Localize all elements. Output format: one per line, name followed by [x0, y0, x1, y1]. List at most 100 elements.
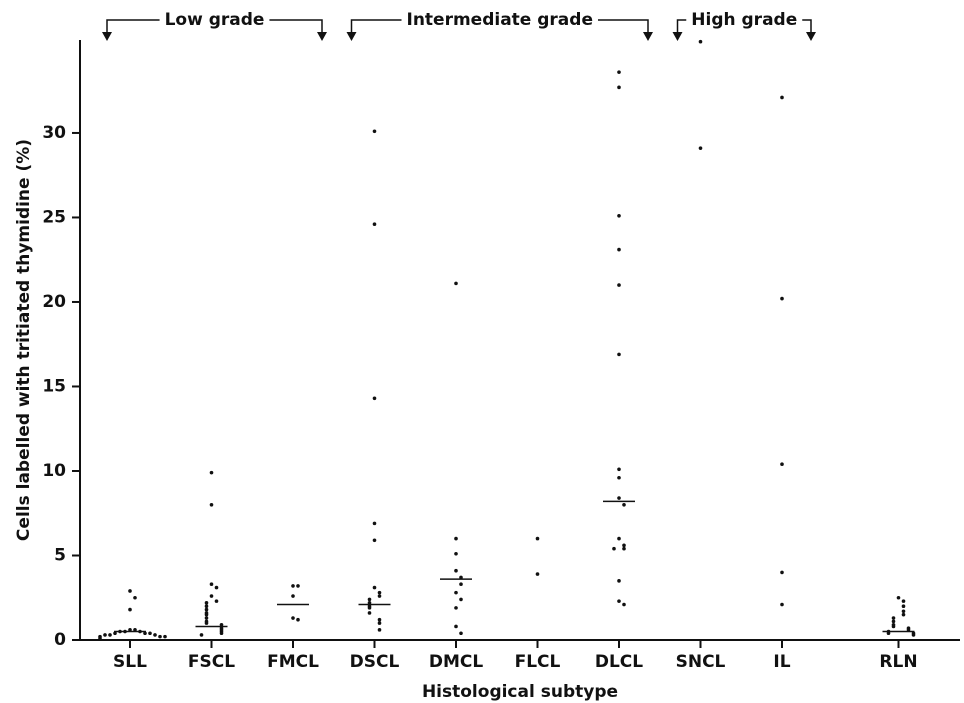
data-point: [209, 594, 214, 598]
bracket-arrow: [317, 32, 327, 41]
data-point: [113, 631, 117, 636]
data-point: [535, 572, 540, 576]
data-point: [128, 628, 132, 632]
data-point: [886, 631, 891, 636]
data-point: [617, 70, 621, 74]
data-point: [780, 296, 784, 301]
x-tick-label: DMCL: [429, 652, 484, 672]
data-point: [148, 631, 152, 636]
data-point: [780, 602, 784, 607]
data-point: [780, 462, 784, 467]
data-point: [454, 606, 458, 610]
data-point: [622, 602, 626, 607]
data-point: [296, 584, 300, 588]
x-tick-label: FLCL: [515, 652, 561, 672]
data-point: [891, 624, 896, 629]
data-point: [372, 396, 377, 401]
x-tick-label: SLL: [113, 652, 147, 672]
data-point: [459, 582, 463, 587]
bracket-arrow: [672, 32, 683, 41]
y-tick-label: 30: [42, 123, 66, 143]
data-point: [617, 213, 621, 218]
data-point: [372, 222, 377, 227]
data-point: [911, 633, 916, 637]
data-point: [372, 129, 377, 134]
data-point: [219, 622, 224, 627]
data-point: [367, 606, 372, 610]
x-tick-label: FSCL: [188, 652, 235, 672]
data-point: [612, 546, 616, 551]
y-tick-label: 5: [54, 545, 66, 565]
data-point: [372, 538, 377, 543]
data-point: [209, 582, 214, 587]
bracket-arrow: [102, 32, 112, 41]
data-point: [153, 633, 157, 637]
data-point: [367, 601, 372, 605]
y-tick-label: 15: [42, 376, 66, 396]
data-point: [377, 621, 382, 625]
bracket-arrow: [643, 32, 653, 41]
data-point: [459, 597, 463, 602]
data-point: [617, 467, 621, 472]
data-point: [617, 247, 621, 252]
data-point: [377, 617, 382, 622]
data-point: [891, 619, 896, 624]
x-tick-label: DLCL: [595, 652, 643, 672]
data-point: [377, 628, 382, 632]
data-point: [214, 599, 219, 603]
group-label: Intermediate grade: [407, 10, 593, 30]
data-point: [617, 352, 621, 357]
data-point: [901, 612, 906, 617]
data-point: [372, 585, 377, 590]
y-axis-label: Cells labelled with tritiated thymidine …: [14, 139, 34, 541]
data-point: [454, 568, 458, 573]
data-point: [204, 601, 209, 605]
data-point: [459, 631, 463, 636]
group-label: Low grade: [165, 10, 265, 30]
data-point: [459, 575, 463, 580]
data-point: [133, 628, 137, 632]
data-point: [622, 502, 626, 507]
data-point: [291, 616, 295, 620]
data-point: [617, 536, 621, 541]
data-point: [906, 628, 911, 632]
data-point: [454, 552, 458, 556]
data-point: [204, 616, 209, 620]
data-point: [204, 612, 209, 617]
data-point: [367, 597, 372, 602]
data-point: [108, 633, 112, 637]
bracket-arrow: [806, 32, 816, 41]
data-point: [204, 621, 209, 625]
y-tick-label: 0: [54, 630, 66, 650]
data-point: [454, 590, 458, 595]
data-point: [780, 570, 784, 575]
x-tick-label: SNCL: [676, 652, 726, 672]
data-point: [617, 579, 621, 583]
data-point: [896, 595, 901, 600]
y-tick-label: 10: [42, 461, 66, 481]
data-point: [209, 502, 214, 507]
data-point: [291, 584, 295, 588]
data-point: [377, 594, 382, 598]
y-tick-label: 25: [42, 207, 66, 227]
data-point: [617, 475, 621, 480]
data-point: [128, 589, 132, 593]
data-point: [204, 607, 209, 612]
data-point: [617, 496, 621, 500]
x-tick-label: RLN: [879, 652, 917, 672]
data-point: [901, 604, 906, 608]
x-axis-label: Histological subtype: [422, 682, 618, 702]
group-label-bg: [159, 10, 270, 30]
x-tick-label: DSCL: [350, 652, 400, 672]
data-point: [622, 543, 626, 548]
data-point: [377, 590, 382, 595]
data-point: [617, 283, 621, 287]
data-point: [617, 85, 621, 90]
data-point: [158, 634, 162, 639]
data-point: [214, 585, 219, 590]
data-point: [209, 470, 214, 475]
data-point: [143, 631, 147, 636]
data-point: [617, 599, 621, 603]
